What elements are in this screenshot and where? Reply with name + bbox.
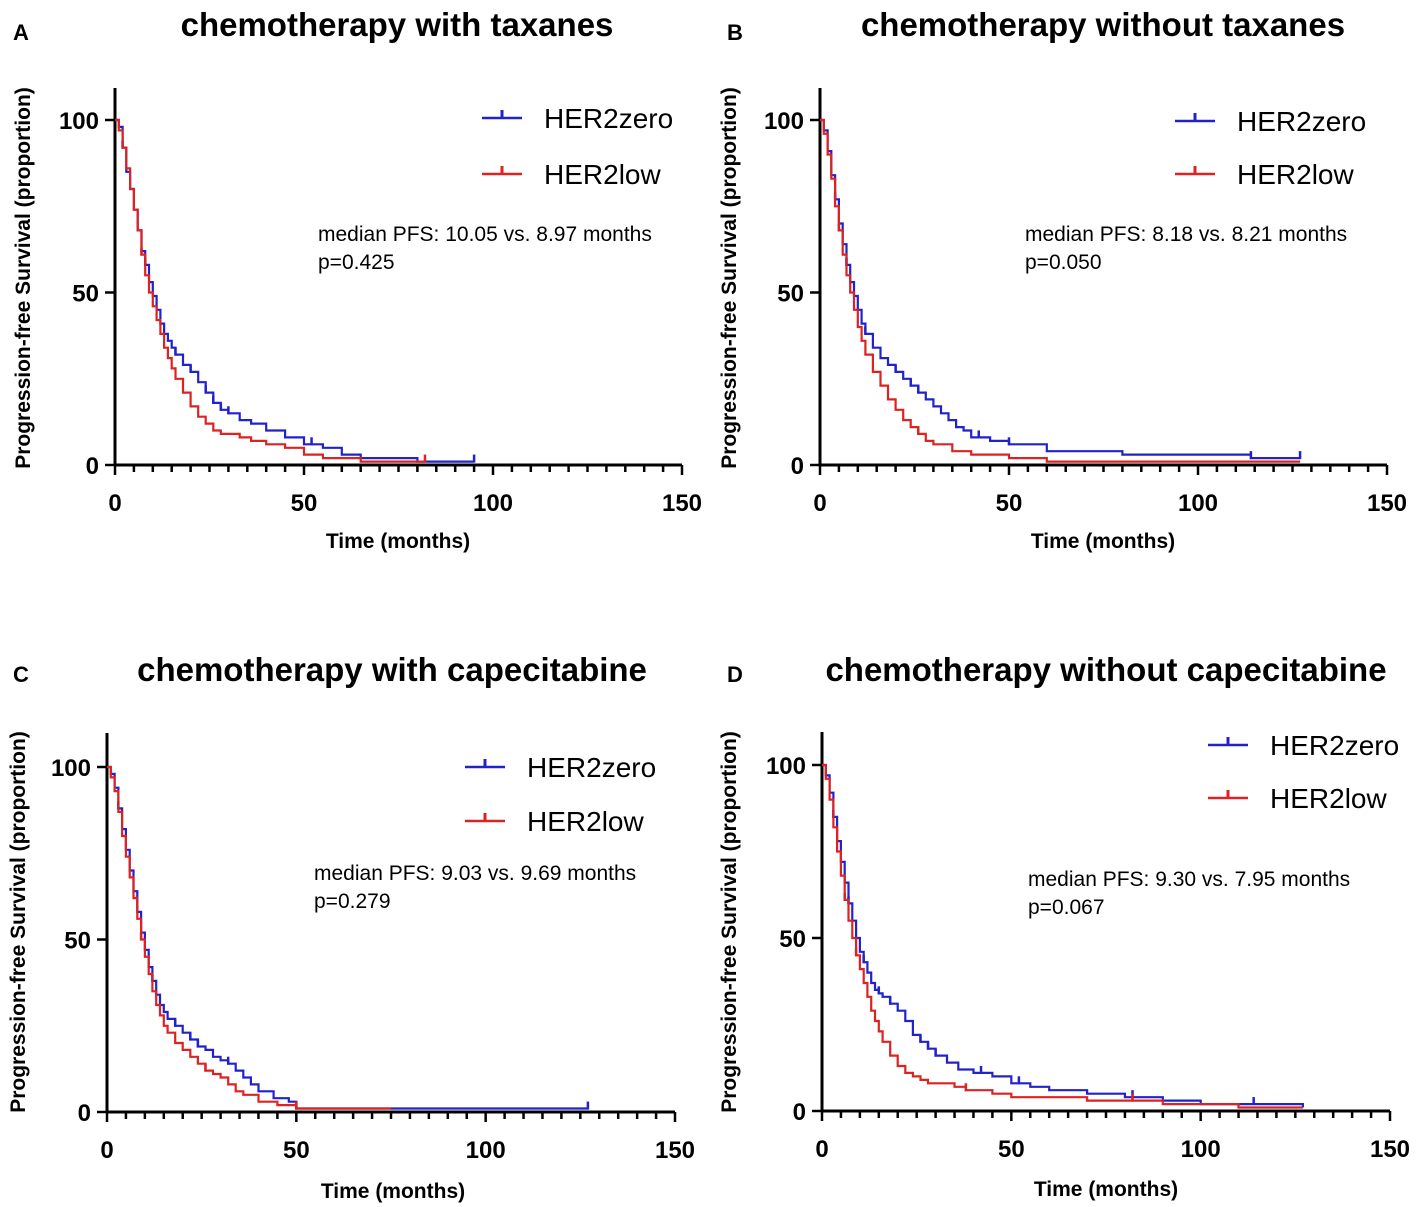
legend-label: HER2zero — [544, 103, 673, 134]
x-tick-label: 150 — [655, 1137, 695, 1164]
y-tick-label: 0 — [793, 1099, 806, 1126]
legend-label: HER2zero — [1237, 106, 1366, 137]
y-tick-label: 50 — [777, 281, 804, 308]
y-axis-label: Progression-free Survival (proportion) — [718, 731, 741, 1113]
panel-letter: C — [13, 662, 29, 687]
x-tick-label: 0 — [815, 1136, 828, 1163]
x-tick-label: 100 — [1181, 1136, 1221, 1163]
annotation-text: p=0.279 — [314, 890, 391, 913]
y-tick-label: 0 — [78, 1100, 91, 1127]
annotation-text: median PFS: 9.03 vs. 9.69 months — [314, 862, 636, 885]
annotation-text: p=0.050 — [1025, 251, 1102, 274]
legend-label: HER2zero — [527, 752, 656, 783]
annotation-text: p=0.067 — [1028, 896, 1105, 919]
legend-label: HER2low — [1237, 159, 1354, 190]
x-axis-label: Time (months) — [1034, 1178, 1178, 1201]
x-tick-label: 0 — [813, 490, 826, 517]
y-tick-label: 0 — [791, 453, 804, 480]
km-curve-her2zero — [115, 118, 475, 463]
km-curve-her2low — [107, 765, 391, 1110]
chart-title: chemotherapy with capecitabine — [137, 651, 647, 688]
x-tick-label: 100 — [473, 490, 513, 517]
chart-title: chemotherapy without capecitabine — [825, 651, 1386, 688]
annotation-text: median PFS: 9.30 vs. 7.95 months — [1028, 868, 1350, 891]
y-tick-label: 100 — [766, 753, 806, 780]
y-tick-label: 50 — [72, 281, 99, 308]
x-tick-label: 0 — [100, 1137, 113, 1164]
chart-title: chemotherapy with taxanes — [181, 6, 614, 43]
y-tick-label: 50 — [779, 926, 806, 953]
x-tick-label: 0 — [108, 490, 121, 517]
x-tick-label: 150 — [1370, 1136, 1410, 1163]
chart-title: chemotherapy without taxanes — [861, 6, 1345, 43]
km-curve-her2low — [822, 763, 1303, 1109]
y-axis-label: Progression-free Survival (proportion) — [12, 87, 35, 469]
x-axis-label: Time (months) — [326, 530, 470, 553]
y-axis-label: Progression-free Survival (proportion) — [718, 87, 741, 469]
panel-letter: D — [727, 662, 743, 687]
annotation-text: p=0.425 — [318, 251, 395, 274]
x-tick-label: 50 — [998, 1136, 1025, 1163]
y-tick-label: 100 — [764, 108, 804, 135]
x-tick-label: 100 — [1178, 490, 1218, 517]
km-curve-her2zero — [107, 765, 588, 1110]
x-tick-label: 150 — [662, 490, 702, 517]
km-curve-her2low — [115, 118, 425, 463]
y-tick-label: 100 — [59, 108, 99, 135]
legend-label: HER2low — [1270, 783, 1387, 814]
km-curve-her2low — [820, 118, 1301, 463]
legend-label: HER2low — [527, 806, 644, 837]
annotation-text: median PFS: 8.18 vs. 8.21 months — [1025, 223, 1347, 246]
km-curve-her2zero — [820, 118, 1301, 460]
y-tick-label: 50 — [64, 928, 91, 955]
x-tick-label: 50 — [291, 490, 318, 517]
x-tick-label: 50 — [283, 1137, 310, 1164]
annotation-text: median PFS: 10.05 vs. 8.97 months — [318, 223, 652, 246]
x-tick-label: 150 — [1367, 490, 1407, 517]
panel-letter: A — [13, 20, 29, 45]
x-axis-label: Time (months) — [1031, 530, 1175, 553]
panel-letter: B — [727, 20, 743, 45]
legend-label: HER2zero — [1270, 730, 1399, 761]
y-axis-label: Progression-free Survival (proportion) — [7, 731, 30, 1113]
legend-label: HER2low — [544, 159, 661, 190]
x-tick-label: 50 — [996, 490, 1023, 517]
x-axis-label: Time (months) — [321, 1180, 465, 1203]
y-tick-label: 100 — [51, 755, 91, 782]
x-tick-label: 100 — [466, 1137, 506, 1164]
y-tick-label: 0 — [86, 453, 99, 480]
